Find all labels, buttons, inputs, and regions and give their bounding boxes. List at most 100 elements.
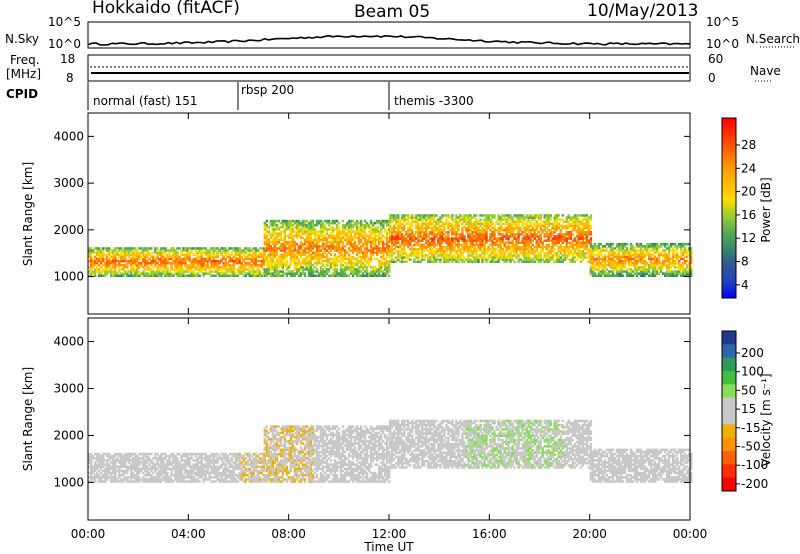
power-cell (305, 247, 309, 250)
power-cell (629, 272, 633, 275)
power-cell (489, 224, 492, 228)
power-cell (248, 272, 251, 275)
power-cell (467, 254, 470, 257)
power-cell (92, 266, 95, 269)
power-cell (553, 218, 556, 221)
power-cell (575, 216, 579, 219)
power-cell (477, 245, 480, 249)
power-cell (682, 245, 685, 248)
power-cell (539, 233, 542, 236)
power-cell (525, 220, 528, 223)
power-cell (553, 252, 556, 255)
power-cell (176, 261, 179, 265)
power-cell (559, 245, 563, 249)
power-cell (547, 237, 550, 240)
power-cell (112, 274, 115, 277)
power-cell (547, 258, 550, 261)
power-cell (517, 247, 520, 251)
velocity-cell (100, 471, 103, 475)
power-cell (489, 252, 492, 255)
power-cell (635, 245, 639, 248)
power-cell (232, 270, 235, 273)
power-cell (409, 222, 412, 226)
power-cell (194, 268, 197, 271)
power-cell (380, 270, 383, 273)
power-cell (671, 255, 675, 259)
power-cell (441, 222, 444, 226)
power-cell (313, 230, 317, 233)
power-cell (680, 255, 683, 259)
power-cell (198, 270, 201, 273)
power-cell (287, 264, 291, 267)
power-cell (295, 253, 299, 256)
power-cell (291, 249, 295, 252)
power-cell (335, 234, 339, 237)
power-cell (473, 231, 476, 234)
power-cell (451, 250, 454, 253)
power-cell (569, 233, 573, 236)
power-cell (517, 245, 520, 249)
power-cell (517, 254, 520, 257)
power-cell (657, 245, 661, 248)
power-cell (591, 257, 595, 261)
power-cell (547, 216, 550, 219)
power-cell (367, 274, 371, 277)
power-cell (519, 247, 522, 251)
power-cell (443, 258, 446, 261)
power-cell (279, 226, 283, 229)
power-cell (515, 222, 518, 226)
power-cell (671, 257, 675, 261)
power-cell (365, 242, 369, 246)
power-cell (583, 231, 587, 234)
power-cell (218, 274, 221, 277)
power-cell (289, 219, 293, 223)
power-cell (112, 259, 115, 263)
power-cell (441, 231, 444, 234)
power-cell (525, 241, 528, 244)
velocity-cell (94, 461, 97, 464)
power-cell (327, 259, 331, 263)
power-cell (256, 259, 260, 263)
power-cell (509, 258, 512, 261)
power-cell (124, 270, 127, 273)
power-cell (639, 247, 643, 250)
power-cell (471, 250, 474, 253)
power-cell (489, 239, 492, 242)
power-cell (382, 234, 385, 237)
power-cell (92, 259, 95, 263)
power-cell (317, 255, 321, 259)
power-cell (423, 216, 426, 219)
power-cell (301, 226, 305, 229)
power-cell (393, 224, 396, 228)
power-cell (551, 233, 554, 236)
power-cell (641, 270, 645, 273)
power-cell (94, 274, 97, 277)
power-cell (445, 222, 448, 226)
power-cell (429, 250, 432, 253)
power-cell (684, 272, 687, 275)
power-cell (293, 245, 297, 248)
power-cell (353, 247, 357, 250)
power-cell (378, 238, 381, 242)
power-cell (581, 228, 585, 232)
power-cell (386, 253, 389, 256)
power-cell (555, 228, 559, 232)
power-cell (345, 266, 349, 269)
power-cell (357, 261, 361, 265)
power-cell (325, 272, 329, 275)
power-cell (102, 247, 105, 250)
velocity-cell (92, 465, 95, 469)
power-cell (275, 236, 279, 240)
power-cell (475, 214, 478, 217)
power-cell (297, 234, 301, 237)
power-cell (617, 272, 621, 275)
power-cell (347, 234, 351, 237)
power-cell (337, 245, 341, 248)
power-cell (218, 266, 221, 269)
velocity-cell (114, 452, 117, 456)
power-cell (351, 274, 355, 277)
power-cell (415, 241, 418, 244)
power-cell (449, 256, 452, 259)
power-cell (273, 238, 277, 242)
velocity-cell (94, 465, 97, 469)
